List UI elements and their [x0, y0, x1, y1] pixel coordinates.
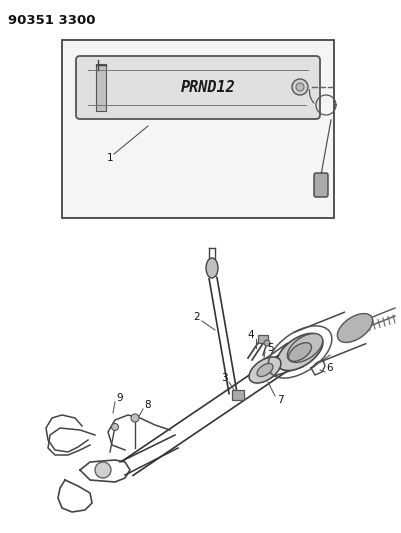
Circle shape — [131, 414, 139, 422]
Circle shape — [296, 83, 304, 91]
Ellipse shape — [289, 343, 312, 361]
Text: 3: 3 — [221, 373, 227, 383]
Circle shape — [292, 79, 308, 95]
Ellipse shape — [206, 258, 218, 278]
Text: 9: 9 — [117, 393, 124, 403]
Bar — [62, 40, 334, 218]
FancyBboxPatch shape — [76, 56, 320, 119]
Circle shape — [111, 424, 119, 431]
Bar — [232, 390, 244, 400]
Text: 2: 2 — [194, 312, 200, 322]
Ellipse shape — [288, 334, 323, 362]
Ellipse shape — [337, 313, 373, 342]
Bar — [258, 335, 268, 343]
Text: 1: 1 — [107, 153, 113, 163]
Circle shape — [95, 462, 111, 478]
Text: PRND12: PRND12 — [180, 80, 235, 95]
Text: 5: 5 — [267, 343, 273, 353]
Text: 8: 8 — [145, 400, 151, 410]
Ellipse shape — [249, 357, 281, 383]
Ellipse shape — [257, 364, 273, 376]
Text: 6: 6 — [327, 363, 333, 373]
Text: 90351 3300: 90351 3300 — [8, 14, 95, 27]
Circle shape — [264, 340, 270, 346]
Text: 4: 4 — [248, 330, 254, 340]
Ellipse shape — [277, 333, 323, 370]
Bar — [96, 64, 106, 111]
Text: 7: 7 — [277, 395, 284, 405]
FancyBboxPatch shape — [314, 173, 328, 197]
